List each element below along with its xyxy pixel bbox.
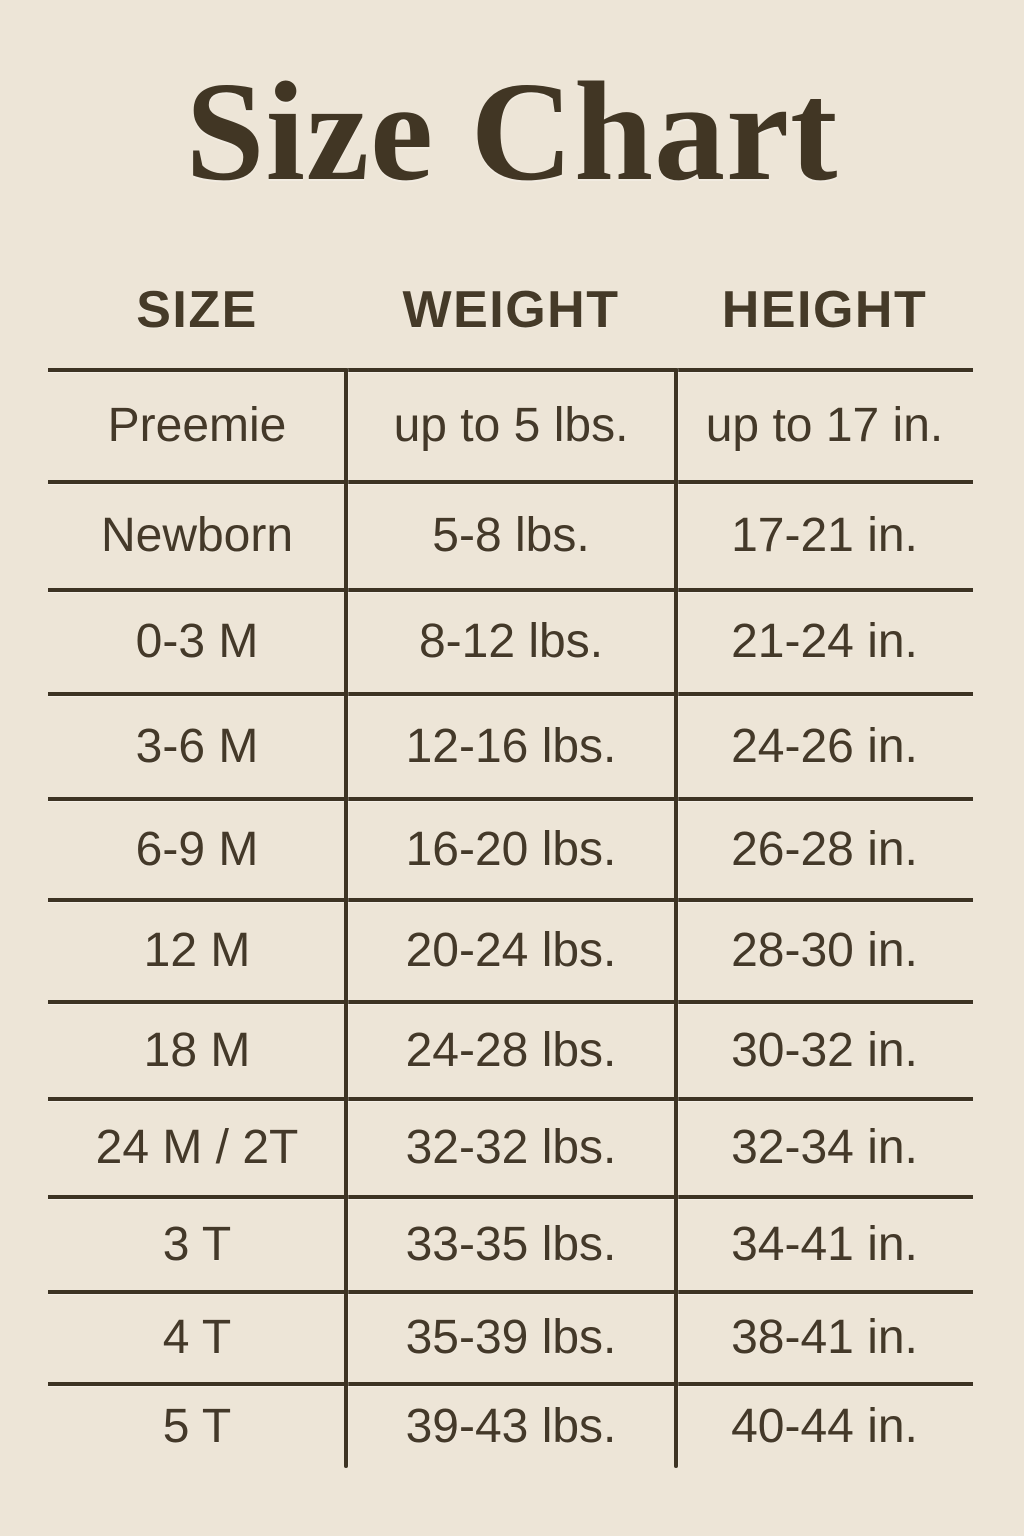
table-row-18m: 18 M 24-28 lbs. 30-32 in. xyxy=(48,1000,973,1097)
table-row-3t: 3 T 33-35 lbs. 34-41 in. xyxy=(48,1195,973,1290)
size-cell: 3 T xyxy=(162,1217,232,1271)
weight-cell: 20-24 lbs. xyxy=(405,924,617,977)
column-divider-line xyxy=(344,368,348,1468)
size-cell: 24 M / 2T xyxy=(95,1121,299,1174)
weight-cell: 12-16 lbs. xyxy=(405,719,617,773)
table-row-3-6m: 3-6 M 12-16 lbs. 24-26 in. xyxy=(48,692,973,797)
height-cell: 38-41 in. xyxy=(731,1311,918,1364)
weight-cell: 33-35 lbs. xyxy=(405,1217,617,1271)
table-row-12m: 12 M 20-24 lbs. 28-30 in. xyxy=(48,898,973,1000)
weight-cell: up to 5 lbs. xyxy=(393,399,629,452)
table-row-newborn: Newborn 5-8 lbs. 17-21 in. xyxy=(48,480,973,588)
height-cell: 24-26 in. xyxy=(731,719,918,773)
table-row-preemie: Preemie up to 5 lbs. up to 17 in. xyxy=(48,368,973,480)
table-header-row: SIZE WEIGHT HEIGHT xyxy=(48,280,973,340)
height-cell: 30-32 in. xyxy=(731,1023,918,1077)
height-cell: up to 17 in. xyxy=(705,399,944,452)
height-cell: 40-44 in. xyxy=(731,1400,918,1453)
height-cell: 17-21 in. xyxy=(731,509,918,562)
weight-cell: 32-32 lbs. xyxy=(405,1121,617,1174)
height-cell: 26-28 in. xyxy=(731,822,918,876)
height-cell: 32-34 in. xyxy=(731,1121,918,1174)
size-cell: 12 M xyxy=(143,924,251,977)
size-cell: Preemie xyxy=(107,399,287,452)
size-cell: 18 M xyxy=(143,1023,251,1077)
size-cell: 4 T xyxy=(162,1311,232,1364)
table-row-0-3m: 0-3 M 8-12 lbs. 21-24 in. xyxy=(48,588,973,692)
weight-cell: 8-12 lbs. xyxy=(418,615,604,668)
size-cell: 5 T xyxy=(162,1400,232,1453)
height-cell: 21-24 in. xyxy=(731,615,918,668)
table-row-24m-2t: 24 M / 2T 32-32 lbs. 32-34 in. xyxy=(48,1097,973,1195)
size-table: Preemie up to 5 lbs. up to 17 in. Newbor… xyxy=(48,368,973,1468)
size-cell: 3-6 M xyxy=(135,719,259,773)
height-cell: 34-41 in. xyxy=(731,1217,918,1271)
weight-cell: 39-43 lbs. xyxy=(405,1400,617,1453)
column-divider-line xyxy=(674,368,678,1468)
weight-cell: 24-28 lbs. xyxy=(405,1023,617,1077)
column-header-size: SIZE xyxy=(136,281,258,339)
size-cell: Newborn xyxy=(100,509,294,562)
table-row-5t: 5 T 39-43 lbs. 40-44 in. xyxy=(48,1382,973,1468)
column-header-height: HEIGHT xyxy=(721,281,928,339)
weight-cell: 35-39 lbs. xyxy=(405,1311,617,1364)
weight-cell: 16-20 lbs. xyxy=(405,822,617,876)
weight-cell: 5-8 lbs. xyxy=(432,509,590,562)
height-cell: 28-30 in. xyxy=(731,924,918,977)
page-title: Size Chart xyxy=(185,52,839,210)
size-cell: 0-3 M xyxy=(135,615,259,668)
table-row-6-9m: 6-9 M 16-20 lbs. 26-28 in. xyxy=(48,797,973,898)
table-row-4t: 4 T 35-39 lbs. 38-41 in. xyxy=(48,1290,973,1382)
size-cell: 6-9 M xyxy=(135,822,259,876)
column-header-weight: WEIGHT xyxy=(402,281,620,339)
